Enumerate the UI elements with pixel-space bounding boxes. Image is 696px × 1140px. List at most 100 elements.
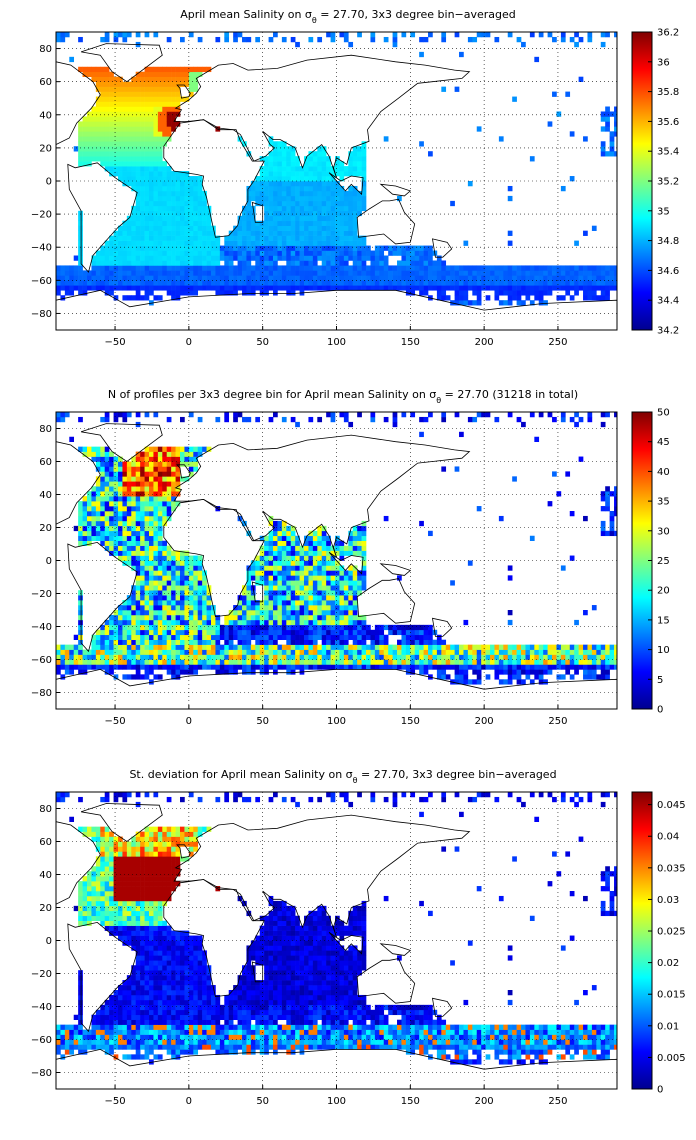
data-cell bbox=[525, 664, 531, 670]
data-cell bbox=[432, 654, 438, 660]
data-cell bbox=[450, 654, 455, 660]
data-cell bbox=[321, 171, 327, 177]
data-cell bbox=[308, 161, 314, 167]
data-cell bbox=[149, 644, 154, 650]
data-cell bbox=[330, 210, 336, 217]
data-cell bbox=[82, 664, 88, 670]
data-cell bbox=[113, 235, 119, 241]
data-cell bbox=[268, 639, 274, 645]
data-cell bbox=[135, 245, 141, 251]
data-cell bbox=[512, 664, 517, 670]
data-cell bbox=[144, 600, 150, 606]
data-cell bbox=[180, 619, 185, 626]
data-cell bbox=[175, 205, 181, 212]
data-cell bbox=[591, 605, 597, 611]
data-cell bbox=[153, 66, 159, 73]
data-cell bbox=[118, 121, 123, 127]
data-cell bbox=[352, 151, 358, 157]
data-cell bbox=[78, 610, 83, 616]
data-cell bbox=[295, 235, 300, 241]
data-cell bbox=[171, 446, 176, 452]
data-cell bbox=[255, 619, 261, 626]
data-cell bbox=[361, 250, 367, 256]
data-cell bbox=[135, 81, 141, 87]
data-cell bbox=[591, 659, 597, 665]
data-cell bbox=[149, 535, 154, 541]
data-cell bbox=[135, 466, 141, 472]
data-cell bbox=[250, 240, 256, 246]
data-cell bbox=[614, 486, 617, 492]
data-cell bbox=[485, 654, 491, 660]
data-cell bbox=[583, 610, 588, 616]
data-cell bbox=[339, 624, 345, 631]
data-cell bbox=[512, 265, 517, 271]
data-cell bbox=[91, 136, 97, 142]
data-cell bbox=[463, 644, 469, 650]
data-cell bbox=[352, 146, 358, 152]
data-cell bbox=[609, 530, 615, 537]
data-cell bbox=[556, 275, 562, 281]
data-cell bbox=[126, 161, 132, 167]
data-cell bbox=[131, 555, 137, 561]
data-cell bbox=[308, 151, 314, 157]
data-cell bbox=[118, 525, 123, 532]
data-cell bbox=[330, 555, 336, 561]
data-cell bbox=[157, 649, 163, 655]
data-cell bbox=[370, 654, 376, 660]
data-cell bbox=[91, 285, 97, 291]
data-cell bbox=[290, 624, 296, 631]
data-cell bbox=[157, 481, 163, 487]
data-cell bbox=[211, 230, 216, 236]
data-cell bbox=[330, 176, 336, 182]
data-cell bbox=[166, 614, 172, 621]
data-cell bbox=[268, 141, 274, 147]
data-cell bbox=[348, 540, 354, 546]
data-cell bbox=[476, 290, 482, 296]
data-cell bbox=[405, 634, 411, 640]
data-cell bbox=[605, 111, 610, 117]
data-cell bbox=[299, 171, 305, 177]
data-cell bbox=[410, 654, 416, 660]
data-cell bbox=[100, 106, 106, 112]
data-cell bbox=[290, 575, 296, 581]
data-cell bbox=[264, 565, 269, 571]
data-cell bbox=[264, 245, 269, 251]
data-cell bbox=[246, 265, 252, 271]
data-cell bbox=[264, 200, 269, 207]
data-cell bbox=[122, 491, 128, 497]
data-cell bbox=[171, 639, 176, 645]
data-cell bbox=[171, 181, 176, 187]
data-cell bbox=[184, 605, 190, 611]
x-tick-label: 50 bbox=[256, 716, 269, 727]
data-cell bbox=[56, 669, 61, 675]
data-cell bbox=[383, 654, 389, 660]
data-cell bbox=[401, 644, 407, 650]
data-cell bbox=[432, 260, 438, 266]
data-cell bbox=[171, 86, 176, 92]
data-cell bbox=[157, 116, 163, 122]
data-cell bbox=[410, 245, 416, 251]
data-cell bbox=[317, 245, 323, 251]
data-cell bbox=[250, 575, 256, 581]
data-cell bbox=[215, 624, 221, 631]
data-cell bbox=[516, 669, 522, 675]
data-cell bbox=[268, 610, 274, 616]
data-cell bbox=[308, 530, 314, 537]
data-cell bbox=[516, 280, 522, 286]
data-cell bbox=[556, 649, 562, 655]
data-cell bbox=[162, 190, 168, 197]
data-cell bbox=[476, 126, 482, 132]
data-cell bbox=[166, 176, 172, 182]
data-cell bbox=[348, 600, 354, 606]
data-cell bbox=[490, 270, 495, 276]
data-cell bbox=[326, 575, 331, 581]
data-cell bbox=[166, 235, 172, 241]
panel-1-salinity: April mean Salinity on σθ = 27.70, 3x3 d… bbox=[31, 8, 679, 348]
data-cell bbox=[538, 649, 544, 655]
data-cell bbox=[104, 270, 110, 276]
data-cell bbox=[162, 575, 168, 581]
data-cell bbox=[273, 570, 278, 576]
data-cell bbox=[290, 610, 296, 616]
data-cell bbox=[109, 491, 114, 497]
